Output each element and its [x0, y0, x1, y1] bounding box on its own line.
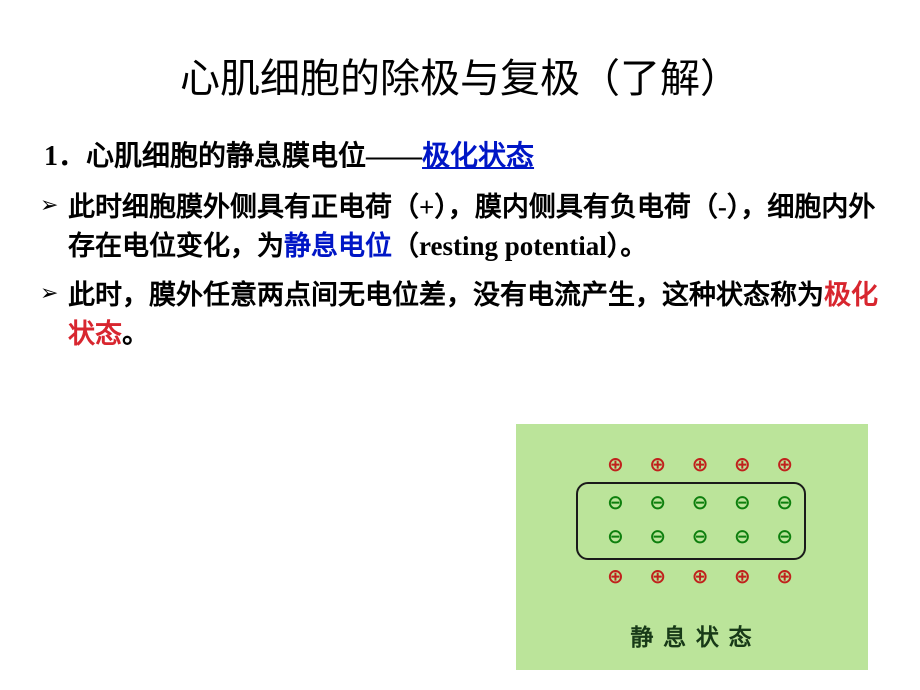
section-heading: 1．心肌细胞的静息膜电位——极化状态 [44, 134, 880, 174]
slide-title: 心肌细胞的除极与复极（了解） [40, 46, 880, 104]
text: 。 [122, 319, 149, 349]
text: ），膜内侧具有负电荷（ [434, 192, 718, 222]
minus-icon: ⊖ [607, 490, 624, 514]
plus-icon: ⊕ [649, 564, 666, 588]
section-prefix: 心肌细胞的静息膜电位—— [86, 141, 422, 172]
inner-minus-row-top: ⊖ ⊖ ⊖ ⊖ ⊖ [607, 490, 793, 514]
text: （resting potential）。 [392, 231, 647, 261]
plus-icon: ⊕ [734, 564, 751, 588]
diagram: ⊕ ⊕ ⊕ ⊕ ⊕ ⊖ ⊖ ⊖ ⊖ ⊖ ⊖ ⊖ ⊖ ⊖ ⊖ ⊕ ⊕ ⊕ ⊕ ⊕ 静 息 状 态 [516, 424, 868, 670]
outer-plus-row-bottom: ⊕ ⊕ ⊕ ⊕ ⊕ [607, 564, 793, 588]
minus-icon: ⊖ [692, 490, 709, 514]
plus-icon: ⊕ [607, 564, 624, 588]
bullet-2: ➢ 此时，膜外任意两点间无电位差，没有电流产生，这种状态称为极化状态。 [40, 276, 880, 354]
minus-sign: - [718, 192, 727, 222]
minus-icon: ⊖ [776, 490, 793, 514]
minus-icon: ⊖ [734, 524, 751, 548]
minus-icon: ⊖ [649, 524, 666, 548]
chevron-right-icon: ➢ [40, 190, 58, 222]
minus-icon: ⊖ [692, 524, 709, 548]
plus-sign: + [419, 192, 434, 222]
term-blue: 静息电位 [284, 231, 392, 261]
plus-icon: ⊕ [734, 452, 751, 476]
diagram-caption: 静 息 状 态 [516, 618, 868, 652]
plus-icon: ⊕ [649, 452, 666, 476]
plus-icon: ⊕ [776, 452, 793, 476]
plus-icon: ⊕ [776, 564, 793, 588]
bullet-1: ➢ 此时细胞膜外侧具有正电荷（+），膜内侧具有负电荷（-），细胞内外存在电位变化… [40, 188, 880, 266]
minus-icon: ⊖ [649, 490, 666, 514]
minus-icon: ⊖ [607, 524, 624, 548]
minus-icon: ⊖ [734, 490, 751, 514]
section-linked-term: 极化状态 [422, 141, 534, 172]
inner-minus-row-bottom: ⊖ ⊖ ⊖ ⊖ ⊖ [607, 524, 793, 548]
section-number: 1． [44, 141, 86, 172]
plus-icon: ⊕ [692, 564, 709, 588]
outer-plus-row-top: ⊕ ⊕ ⊕ ⊕ ⊕ [607, 452, 793, 476]
plus-icon: ⊕ [692, 452, 709, 476]
chevron-right-icon: ➢ [40, 278, 58, 310]
slide: 心肌细胞的除极与复极（了解） 1．心肌细胞的静息膜电位——极化状态 ➢ 此时细胞… [0, 0, 920, 690]
plus-icon: ⊕ [607, 452, 624, 476]
text: 此时，膜外任意两点间无电位差，没有电流产生，这种状态称为 [68, 280, 824, 310]
minus-icon: ⊖ [776, 524, 793, 548]
text: 此时细胞膜外侧具有正电荷（ [68, 192, 419, 222]
